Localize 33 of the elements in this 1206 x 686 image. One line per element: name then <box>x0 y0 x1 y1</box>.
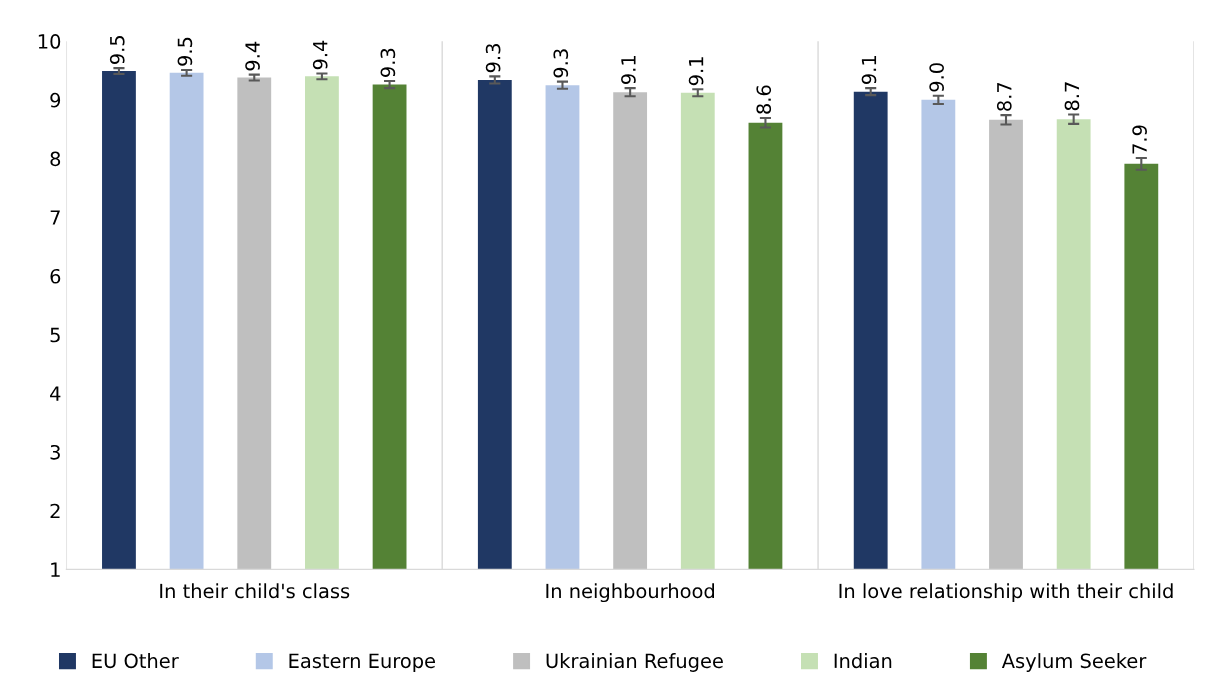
legend-label: Indian <box>834 653 892 669</box>
x-tick-label: In their child's class <box>160 583 350 599</box>
data-label: 9.3 <box>380 48 396 77</box>
data-label: 9.3 <box>485 44 501 73</box>
data-label: 8.7 <box>996 82 1012 111</box>
y-tick-label: 9 <box>50 92 61 108</box>
y-tick-label: 10 <box>38 34 61 49</box>
y-tick-label: 1 <box>51 562 60 577</box>
y-tick-label: 6 <box>50 268 61 284</box>
data-label: 9.5 <box>109 36 125 64</box>
legend-label: Ukrainian Refugee <box>546 653 723 672</box>
data-label: 9.4 <box>312 40 328 70</box>
x-tick-label: In love relationship with their child <box>839 583 1173 603</box>
y-tick-label: 3 <box>50 444 60 460</box>
x-tick-label: In neighbourhood <box>546 583 714 603</box>
data-label: 9.5 <box>177 37 193 66</box>
data-label: 8.7 <box>1064 82 1080 111</box>
data-label: 9.1 <box>688 57 704 86</box>
data-label: 9.3 <box>553 49 569 78</box>
data-label: 7.9 <box>1132 125 1147 154</box>
y-tick-label: 2 <box>50 503 60 519</box>
data-label: 9.4 <box>245 41 260 71</box>
data-label: 8.6 <box>756 85 772 114</box>
data-label: 9.1 <box>861 56 877 84</box>
y-tick-label: 7 <box>50 210 60 225</box>
y-tick-label: 5 <box>50 327 60 343</box>
y-tick-label: 4 <box>50 386 61 401</box>
data-label: 9.1 <box>621 56 636 84</box>
data-label: 9.0 <box>929 63 944 92</box>
legend-label: Asylum Seeker <box>1001 653 1147 672</box>
legend-label: Eastern Europe <box>289 653 436 672</box>
y-tick-label: 8 <box>50 151 61 167</box>
legend-label: EU Other <box>92 653 179 669</box>
